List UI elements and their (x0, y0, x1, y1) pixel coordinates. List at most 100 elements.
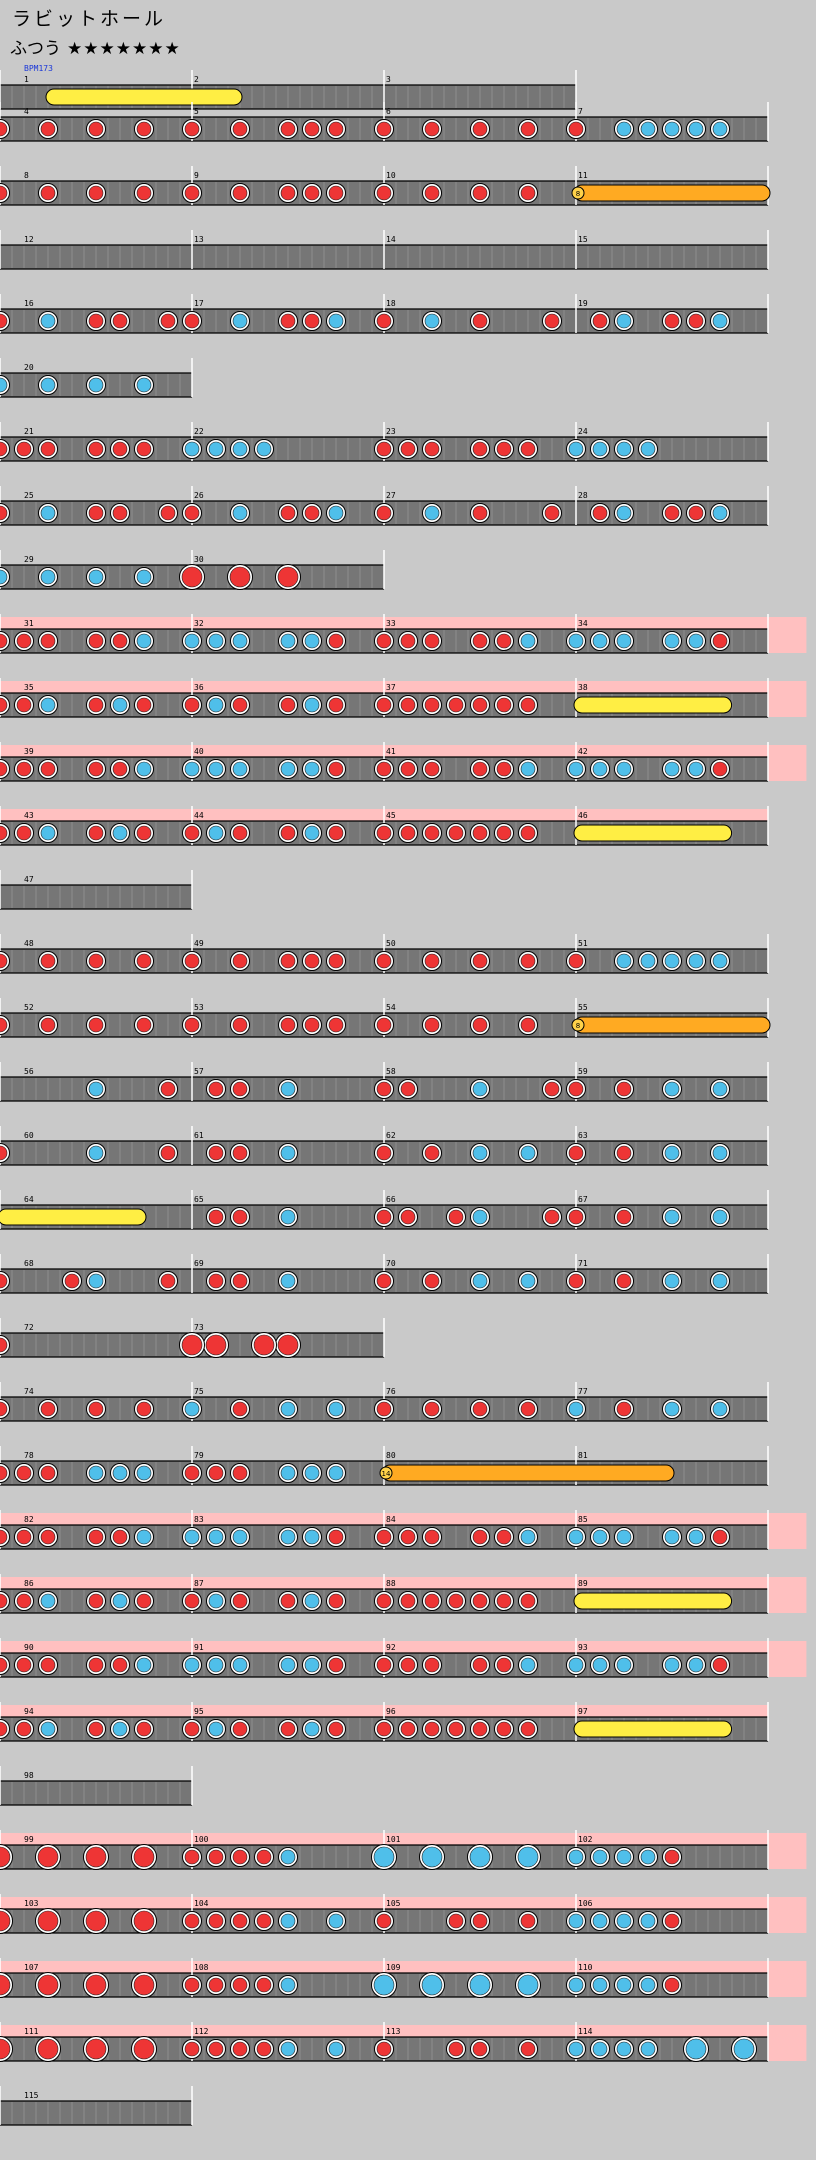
note-face (712, 505, 728, 521)
note-face (232, 697, 248, 713)
measure-number: 50 (386, 939, 396, 948)
note-face (472, 633, 488, 649)
note-face (688, 313, 704, 329)
note-face (88, 377, 104, 393)
chart-row: 39 40 41 42 (0, 742, 807, 782)
note-face (568, 633, 584, 649)
note-face (304, 505, 320, 521)
note-face (40, 825, 56, 841)
measure-number: 61 (194, 1131, 204, 1140)
balloon (573, 184, 771, 202)
measure-number: 10 (386, 171, 396, 180)
measure-number: 99 (24, 1835, 34, 1844)
note-face (280, 1081, 296, 1097)
note-face (280, 1209, 296, 1225)
chart-row: 4 5 6 7 (0, 102, 769, 142)
note-face (88, 569, 104, 585)
measure-number: 35 (24, 683, 34, 692)
chart-row: 99 100 101 102 (0, 1830, 807, 1870)
note-face (88, 1017, 104, 1033)
note-face (664, 1657, 680, 1673)
note-face (40, 1593, 56, 1609)
note-face (376, 1081, 392, 1097)
measure-number: 92 (386, 1643, 396, 1652)
note-face (616, 761, 632, 777)
note-face (496, 697, 512, 713)
note-face (280, 1401, 296, 1417)
note-face (712, 953, 728, 969)
note-face (0, 1721, 8, 1737)
note-face (472, 1081, 488, 1097)
note-face (280, 1465, 296, 1481)
note-face (0, 2038, 11, 2060)
note-face (688, 1529, 704, 1545)
note-face (184, 1849, 200, 1865)
chart-row: 47 (0, 870, 193, 910)
note-face (136, 825, 152, 841)
note-face (40, 697, 56, 713)
measure-number: 44 (194, 811, 204, 820)
note-face (208, 1977, 224, 1993)
note-face (88, 1593, 104, 1609)
note-face (232, 1977, 248, 1993)
measure-number: 105 (386, 1899, 401, 1908)
measure-number: 9 (194, 171, 199, 180)
measure-number: 13 (194, 235, 204, 244)
note-face (424, 825, 440, 841)
note-face (592, 1913, 608, 1929)
note-face (472, 1721, 488, 1737)
chart-row: 82 83 84 85 (0, 1510, 807, 1550)
note-face (616, 1401, 632, 1417)
note-face (568, 1657, 584, 1673)
note-face (328, 761, 344, 777)
note-face (0, 441, 8, 457)
measure-number: 56 (24, 1067, 34, 1076)
note-face (685, 2038, 707, 2060)
note-face (544, 1209, 560, 1225)
measure-number: 52 (24, 1003, 34, 1012)
note-face (184, 697, 200, 713)
measure-number: 78 (24, 1451, 34, 1460)
note-face (88, 1721, 104, 1737)
note-face (424, 505, 440, 521)
note-face (448, 1913, 464, 1929)
note-face (472, 185, 488, 201)
note-face (160, 1081, 176, 1097)
chart-row: 72 73 (0, 1318, 385, 1358)
note-face (280, 1913, 296, 1929)
note-face (280, 697, 296, 713)
note-face (0, 121, 8, 137)
note-face (568, 1913, 584, 1929)
chart-row: 21 22 23 24 (0, 422, 769, 462)
note-face (328, 1401, 344, 1417)
chart-row: 56 57 58 59 (0, 1062, 769, 1102)
note-face (328, 633, 344, 649)
note-face (496, 1529, 512, 1545)
note-face (208, 1721, 224, 1737)
note-face (88, 441, 104, 457)
measure-number: 16 (24, 299, 34, 308)
note-face (88, 1401, 104, 1417)
note-face (520, 185, 536, 201)
note-face (520, 1401, 536, 1417)
note-face (16, 1465, 32, 1481)
note-face (256, 1913, 272, 1929)
note-face (328, 121, 344, 137)
note-face (616, 1529, 632, 1545)
note-face (517, 1846, 539, 1868)
note-face (400, 1721, 416, 1737)
note-face (304, 185, 320, 201)
note-face (280, 1017, 296, 1033)
note-face (0, 953, 8, 969)
measure-number: 2 (194, 75, 199, 84)
note-face (0, 1401, 8, 1417)
note-face (616, 313, 632, 329)
note-face (112, 1465, 128, 1481)
measure-number: 12 (24, 235, 34, 244)
note-face (592, 761, 608, 777)
chart-row: 60 61 62 63 (0, 1126, 769, 1166)
note-face (712, 1081, 728, 1097)
measure-number: 4 (24, 107, 29, 116)
note-face (520, 825, 536, 841)
measure-number: 104 (194, 1899, 209, 1908)
